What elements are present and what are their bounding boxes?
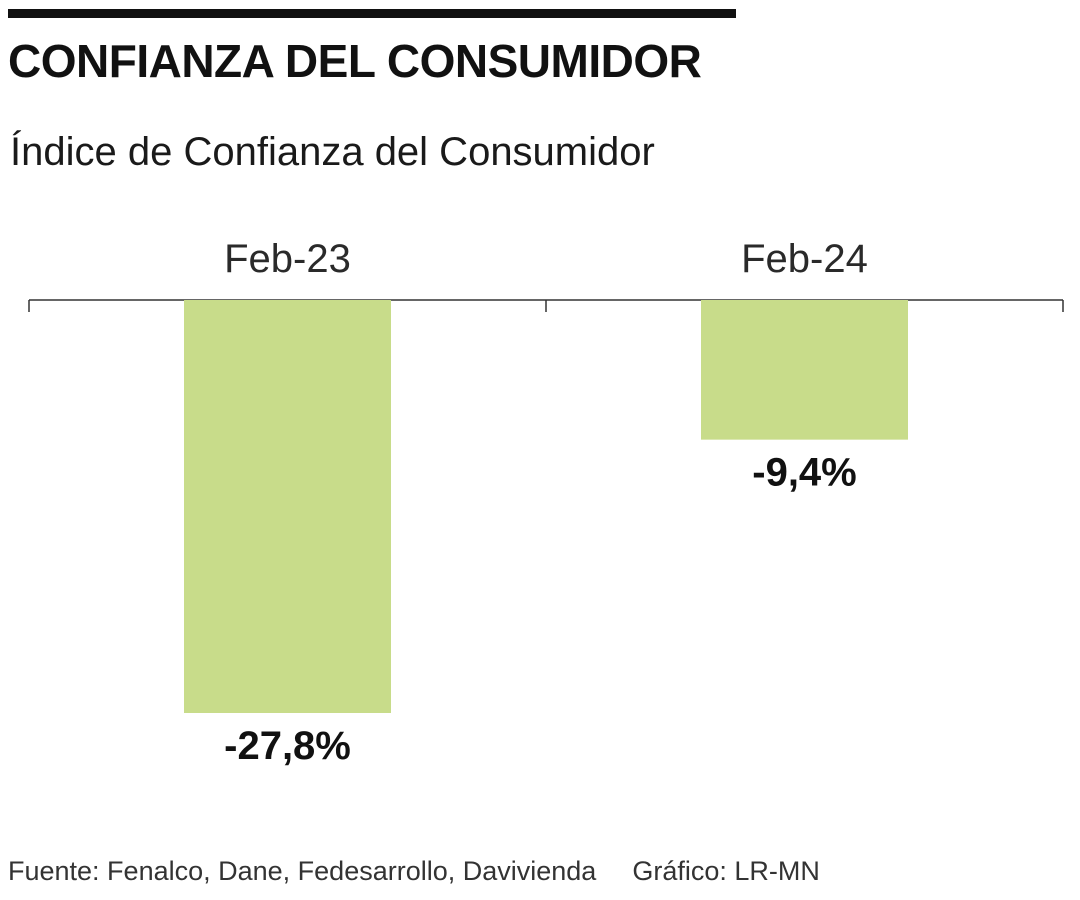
bar-value-label: -9,4% bbox=[752, 451, 857, 495]
chart-subtitle: Índice de Confianza del Consumidor bbox=[10, 130, 655, 174]
bar bbox=[701, 300, 908, 440]
bar-value-label: -27,8% bbox=[224, 724, 351, 768]
label-layer: Feb-23 -27,8% Feb-24 -9,4% bbox=[224, 237, 868, 768]
category-tick-label: Feb-23 bbox=[224, 237, 351, 281]
bar bbox=[184, 300, 391, 713]
category-tick-label: Feb-24 bbox=[741, 237, 868, 281]
footer: Fuente: Fenalco, Dane, Fedesarrollo, Dav… bbox=[8, 858, 820, 885]
chart-title: CONFIANZA DEL CONSUMIDOR bbox=[8, 35, 702, 87]
top-rule bbox=[8, 9, 736, 18]
bar-layer bbox=[184, 300, 908, 713]
graphic-credit: Gráfico: LR-MN bbox=[632, 856, 820, 886]
source-note: Fuente: Fenalco, Dane, Fedesarrollo, Dav… bbox=[8, 856, 597, 886]
